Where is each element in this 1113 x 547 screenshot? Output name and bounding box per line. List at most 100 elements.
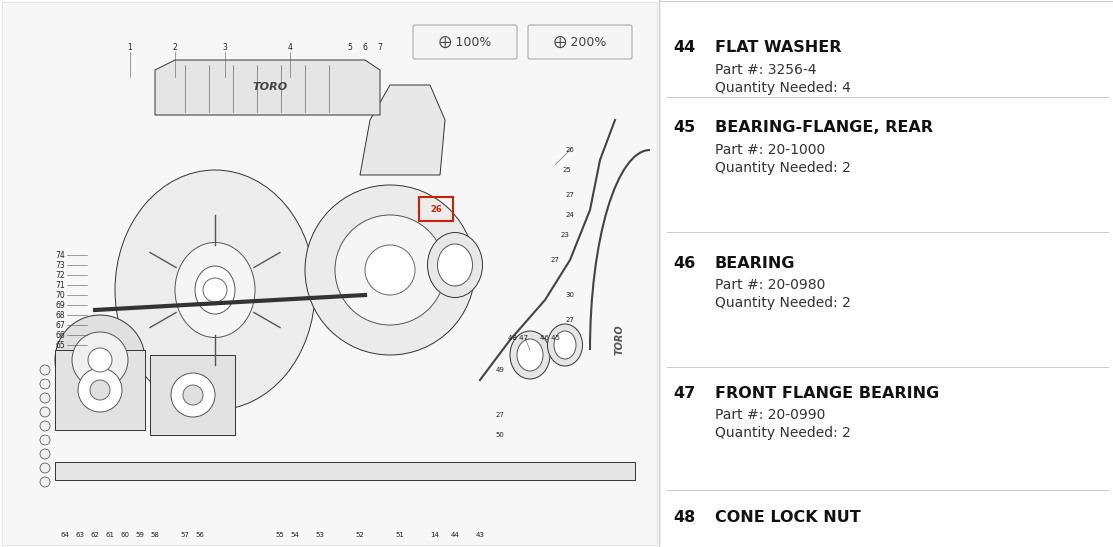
Circle shape bbox=[203, 278, 227, 302]
Bar bbox=[0, 0, 659, 547]
Circle shape bbox=[88, 348, 112, 372]
Circle shape bbox=[40, 435, 50, 445]
Circle shape bbox=[365, 245, 415, 295]
Ellipse shape bbox=[427, 232, 483, 298]
Text: 1: 1 bbox=[128, 43, 132, 51]
Text: 54: 54 bbox=[290, 532, 299, 538]
Text: 52: 52 bbox=[356, 532, 364, 538]
Ellipse shape bbox=[510, 331, 550, 379]
Text: 72: 72 bbox=[56, 271, 65, 280]
Text: Quantity Needed: 2: Quantity Needed: 2 bbox=[715, 426, 850, 440]
Text: 5: 5 bbox=[347, 43, 353, 51]
Circle shape bbox=[171, 373, 215, 417]
Bar bbox=[659, 0, 1113, 547]
Text: 27: 27 bbox=[565, 192, 574, 198]
Text: 44: 44 bbox=[451, 532, 460, 538]
Text: 45: 45 bbox=[673, 120, 696, 136]
Polygon shape bbox=[155, 60, 380, 115]
Text: 46 45: 46 45 bbox=[540, 335, 560, 341]
Circle shape bbox=[40, 421, 50, 431]
Text: 7: 7 bbox=[377, 43, 383, 51]
Text: 67: 67 bbox=[56, 321, 65, 329]
FancyBboxPatch shape bbox=[413, 25, 518, 59]
Text: Quantity Needed: 4: Quantity Needed: 4 bbox=[715, 81, 850, 95]
Text: BEARING-FLANGE, REAR: BEARING-FLANGE, REAR bbox=[715, 120, 933, 136]
Circle shape bbox=[40, 449, 50, 459]
Circle shape bbox=[78, 368, 122, 412]
Circle shape bbox=[40, 393, 50, 403]
Text: 6: 6 bbox=[363, 43, 367, 51]
Text: BEARING: BEARING bbox=[715, 255, 796, 271]
Text: 47: 47 bbox=[673, 386, 696, 400]
Text: Part #: 3256-4: Part #: 3256-4 bbox=[715, 63, 817, 77]
Text: Part #: 20-1000: Part #: 20-1000 bbox=[715, 143, 825, 157]
Text: 59: 59 bbox=[136, 532, 145, 538]
Bar bbox=[2, 2, 657, 545]
Text: 53: 53 bbox=[316, 532, 324, 538]
Ellipse shape bbox=[437, 244, 473, 286]
Circle shape bbox=[40, 379, 50, 389]
Text: 26: 26 bbox=[430, 205, 442, 213]
Text: 51: 51 bbox=[395, 532, 404, 538]
Text: TORO: TORO bbox=[615, 325, 626, 356]
Circle shape bbox=[335, 215, 445, 325]
Text: 25: 25 bbox=[563, 167, 571, 173]
Text: 14: 14 bbox=[431, 532, 440, 538]
Circle shape bbox=[55, 315, 145, 405]
Ellipse shape bbox=[548, 324, 582, 366]
Circle shape bbox=[40, 407, 50, 417]
Text: 65: 65 bbox=[56, 340, 65, 350]
Text: Part #: 20-0980: Part #: 20-0980 bbox=[715, 278, 826, 292]
Text: 48 47: 48 47 bbox=[508, 335, 528, 341]
Text: 24: 24 bbox=[565, 212, 574, 218]
Text: ⨁ 200%: ⨁ 200% bbox=[554, 36, 607, 49]
Text: 55: 55 bbox=[276, 532, 285, 538]
Text: 50: 50 bbox=[495, 432, 504, 438]
Text: 43: 43 bbox=[475, 532, 484, 538]
Text: 71: 71 bbox=[56, 281, 65, 289]
Text: 68: 68 bbox=[56, 311, 65, 319]
Ellipse shape bbox=[115, 170, 315, 410]
FancyBboxPatch shape bbox=[528, 25, 632, 59]
Text: FRONT FLANGE BEARING: FRONT FLANGE BEARING bbox=[715, 386, 939, 400]
Text: CONE LOCK NUT: CONE LOCK NUT bbox=[715, 510, 860, 526]
Circle shape bbox=[40, 463, 50, 473]
Text: 66: 66 bbox=[56, 330, 65, 340]
Text: TORO: TORO bbox=[253, 82, 287, 92]
FancyBboxPatch shape bbox=[150, 355, 235, 435]
Text: 63: 63 bbox=[76, 532, 85, 538]
Text: ⨁ 100%: ⨁ 100% bbox=[439, 36, 491, 49]
Ellipse shape bbox=[518, 339, 543, 371]
Ellipse shape bbox=[554, 331, 577, 359]
Bar bbox=[55, 462, 636, 480]
Circle shape bbox=[40, 477, 50, 487]
Text: 57: 57 bbox=[180, 532, 189, 538]
Text: 27: 27 bbox=[565, 317, 574, 323]
Text: 70: 70 bbox=[56, 290, 65, 300]
Circle shape bbox=[40, 365, 50, 375]
Circle shape bbox=[72, 332, 128, 388]
Text: 74: 74 bbox=[56, 251, 65, 259]
Text: 64: 64 bbox=[60, 532, 69, 538]
Ellipse shape bbox=[175, 242, 255, 337]
Text: 69: 69 bbox=[56, 300, 65, 310]
Circle shape bbox=[90, 380, 110, 400]
Ellipse shape bbox=[195, 266, 235, 314]
Text: 4: 4 bbox=[287, 43, 293, 51]
Text: 27: 27 bbox=[551, 257, 560, 263]
FancyBboxPatch shape bbox=[55, 350, 145, 430]
Text: FLAT WASHER: FLAT WASHER bbox=[715, 40, 841, 55]
Text: 48: 48 bbox=[673, 510, 696, 526]
Text: 27: 27 bbox=[495, 412, 504, 418]
Circle shape bbox=[183, 385, 203, 405]
Text: 73: 73 bbox=[56, 260, 65, 270]
Text: 3: 3 bbox=[223, 43, 227, 51]
Text: 62: 62 bbox=[90, 532, 99, 538]
Text: 60: 60 bbox=[120, 532, 129, 538]
Text: 61: 61 bbox=[106, 532, 115, 538]
Text: 2: 2 bbox=[173, 43, 177, 51]
Text: 49: 49 bbox=[495, 367, 504, 373]
Text: 26: 26 bbox=[565, 147, 574, 153]
Text: 56: 56 bbox=[196, 532, 205, 538]
Circle shape bbox=[305, 185, 475, 355]
